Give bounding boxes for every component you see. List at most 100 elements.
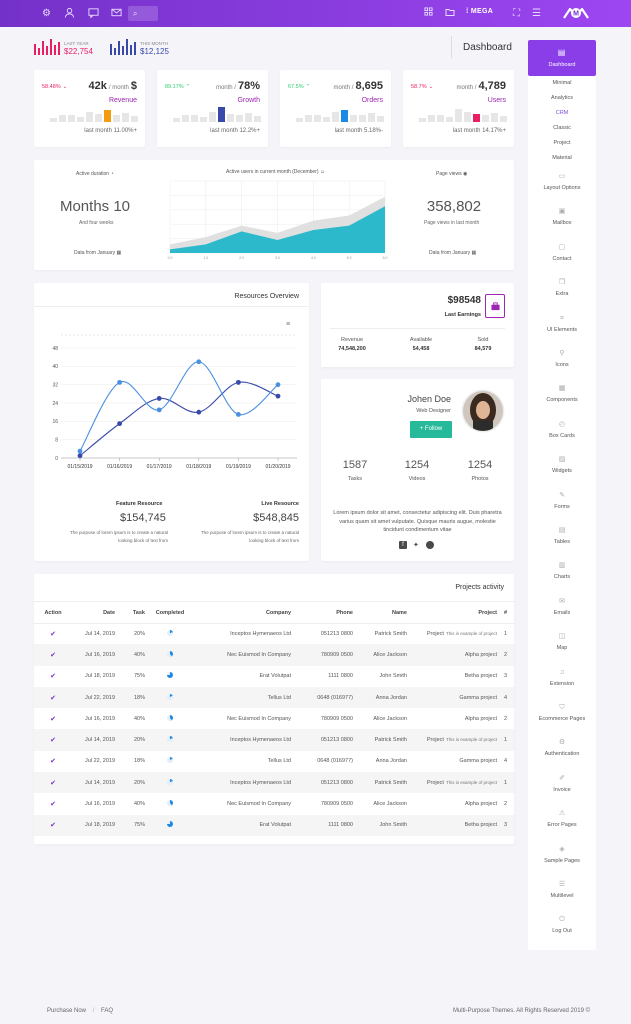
data-point[interactable]: [117, 421, 122, 427]
action-cell[interactable]: ✔: [34, 814, 72, 836]
sidebar-item-error-pages[interactable]: ⚠ Error Pages: [528, 809, 596, 828]
twitter-icon[interactable]: ✦: [413, 542, 419, 549]
table-row[interactable]: ✔ Jul 16, 2019 40% Nec Euismod In Company 78…: [34, 793, 514, 814]
check-icon[interactable]: ✔: [50, 651, 56, 659]
sidebar-item-multilevel[interactable]: ☰ Multilevel: [528, 880, 596, 899]
data-point[interactable]: [156, 407, 162, 413]
logo[interactable]: M: [561, 4, 591, 22]
mega-menu[interactable]: ⁞ MEGA: [466, 8, 494, 15]
data-point[interactable]: [77, 448, 83, 454]
expand-icon[interactable]: ⛶: [513, 8, 520, 19]
briefcase-button[interactable]: [485, 294, 505, 318]
user-icon[interactable]: [63, 7, 76, 20]
sidebar-item-extension[interactable]: ♫ Extension: [528, 668, 596, 687]
sidebar-subitem-crm[interactable]: CRM: [555, 110, 569, 116]
sidebar-item-emails[interactable]: ✉ Emails: [528, 597, 596, 616]
avatar[interactable]: [461, 389, 505, 433]
col-number[interactable]: #: [497, 603, 514, 624]
sidebar-item-ui-elements[interactable]: ⌗ UI Elements: [528, 314, 596, 333]
sidebar-item-invoice[interactable]: ✐ Invoice: [528, 774, 596, 793]
data-point[interactable]: [236, 412, 241, 417]
sidebar-item-map[interactable]: ◫ Map: [528, 632, 596, 651]
col-completed[interactable]: Completed: [145, 603, 195, 624]
check-icon[interactable]: ✔: [50, 715, 56, 723]
col-project[interactable]: Project: [407, 603, 497, 624]
check-icon[interactable]: ✔: [50, 822, 56, 830]
sidebar-subitem-project[interactable]: Project: [553, 140, 571, 146]
grid-icon[interactable]: [422, 7, 435, 20]
check-icon[interactable]: ✔: [50, 694, 56, 702]
mail-icon[interactable]: [110, 7, 123, 20]
data-point[interactable]: [236, 379, 241, 385]
action-cell[interactable]: ✔: [34, 644, 72, 666]
action-cell[interactable]: ✔: [34, 772, 72, 794]
sidebar-item-charts[interactable]: ▥ Charts: [528, 561, 596, 580]
hamburger-icon[interactable]: ≡: [286, 321, 291, 328]
kpi-card[interactable]: 89.17% ⌃ month /78% Growth last month 12.2%+: [157, 70, 268, 147]
sidebar-item-components[interactable]: ▦ Components: [528, 384, 596, 403]
col-phone[interactable]: Phone: [291, 603, 353, 624]
sidebar-item-layout-options[interactable]: ▭ Layout Options: [528, 172, 596, 191]
table-row[interactable]: ✔ Jul 22, 2019 18% Tellus Ltd 0648 (016977) A…: [34, 751, 514, 772]
sidebar-subitem-minimal[interactable]: Minimal: [552, 80, 572, 86]
action-cell[interactable]: ✔: [34, 623, 72, 644]
check-icon[interactable]: ✔: [50, 673, 56, 681]
data-point[interactable]: [156, 396, 162, 401]
col-date[interactable]: Date: [72, 603, 115, 624]
purchase-now-link[interactable]: Purchase Now: [47, 1008, 87, 1014]
action-cell[interactable]: ✔: [34, 686, 72, 709]
table-row[interactable]: ✔ Jul 16, 2019 40% Nec Euismod In Company 78…: [34, 644, 514, 666]
data-point[interactable]: [117, 379, 122, 385]
globe-icon[interactable]: [426, 541, 434, 549]
sidebar-item-ecommerce-pages[interactable]: ⛉ Ecommerce Pages: [528, 703, 596, 722]
sidebar-item-forms[interactable]: ✎ Forms: [528, 491, 596, 510]
col-company[interactable]: Company: [195, 603, 291, 624]
menu-icon[interactable]: ☰: [532, 8, 541, 19]
check-icon[interactable]: ✔: [50, 737, 56, 745]
sidebar-subitem-classic[interactable]: Classic: [553, 125, 571, 131]
table-row[interactable]: ✔ Jul 14, 2019 20% Inceptos Hymenaeos Ltd 05…: [34, 729, 514, 751]
sidebar-item-tables[interactable]: ▤ Tables: [528, 526, 596, 545]
sidebar-item-widgets[interactable]: ▨ Widgets: [528, 455, 596, 474]
table-row[interactable]: ✔ Jul 16, 2019 40% Nec Euismod In Company 78…: [34, 708, 514, 729]
table-row[interactable]: ✔ Jul 18, 2019 75% Erat Volutpat 1111 0800 Jo…: [34, 666, 514, 687]
facebook-icon[interactable]: f: [399, 541, 407, 549]
col-name[interactable]: Name: [353, 603, 407, 624]
action-cell[interactable]: ✔: [34, 793, 72, 814]
check-icon[interactable]: ✔: [50, 630, 56, 638]
col-task[interactable]: Task: [115, 603, 145, 624]
table-row[interactable]: ✔ Jul 14, 2019 20% Inceptos Hymenaeos Ltd 05…: [34, 772, 514, 794]
data-point[interactable]: [196, 409, 202, 415]
chat-icon[interactable]: [87, 7, 100, 20]
sidebar-item-icons[interactable]: ⚲ Icons: [528, 349, 596, 368]
follow-button[interactable]: + Follow: [410, 421, 452, 438]
sidebar-item-mailbox[interactable]: ▣ Mailbox: [528, 207, 596, 226]
data-point[interactable]: [196, 359, 202, 365]
sidebar-item-log-out[interactable]: ⏻ Log Out: [528, 915, 596, 934]
kpi-card[interactable]: 67.5% ⌃ month /8,695 Orders last month 5.18%…: [280, 70, 391, 147]
sidebar-item-authentication[interactable]: ⚙ Authentication: [528, 738, 596, 757]
table-row[interactable]: ✔ Jul 18, 2019 75% Erat Volutpat 1111 0800 Jo…: [34, 814, 514, 836]
sidebar-item-contact[interactable]: ▢ Contact: [528, 243, 596, 262]
data-point[interactable]: [275, 393, 281, 399]
check-icon[interactable]: ✔: [50, 758, 56, 766]
col-action[interactable]: Action: [34, 603, 72, 624]
check-icon[interactable]: ✔: [50, 779, 56, 787]
sidebar-item-extra[interactable]: ❐ Extra: [528, 278, 596, 297]
sidebar-item-dashboard[interactable]: ▤ Dashboard: [528, 40, 596, 76]
sidebar-item-sample-pages[interactable]: ◈ Sample Pages: [528, 845, 596, 864]
kpi-card[interactable]: 58.7% ⌄ month /4,789 Users last month 14.17%…: [403, 70, 514, 147]
faq-link[interactable]: FAQ: [101, 1008, 114, 1014]
table-row[interactable]: ✔ Jul 22, 2019 18% Tellus Ltd 0648 (016977) A…: [34, 686, 514, 709]
action-cell[interactable]: ✔: [34, 666, 72, 687]
action-cell[interactable]: ✔: [34, 751, 72, 772]
sidebar-subitem-material[interactable]: Material: [552, 155, 572, 161]
sidebar-subitem-analytics[interactable]: Analytics: [550, 95, 573, 101]
sidebar-item-box-cards[interactable]: ◴ Box Cards: [528, 420, 596, 439]
action-cell[interactable]: ✔: [34, 708, 72, 729]
folder-icon[interactable]: [443, 7, 456, 20]
check-icon[interactable]: ✔: [50, 801, 56, 809]
data-point[interactable]: [77, 453, 83, 459]
table-row[interactable]: ✔ Jul 14, 2019 20% Inceptos Hymenaeos Ltd 05…: [34, 623, 514, 644]
gear-icon[interactable]: ⚙: [42, 8, 51, 19]
